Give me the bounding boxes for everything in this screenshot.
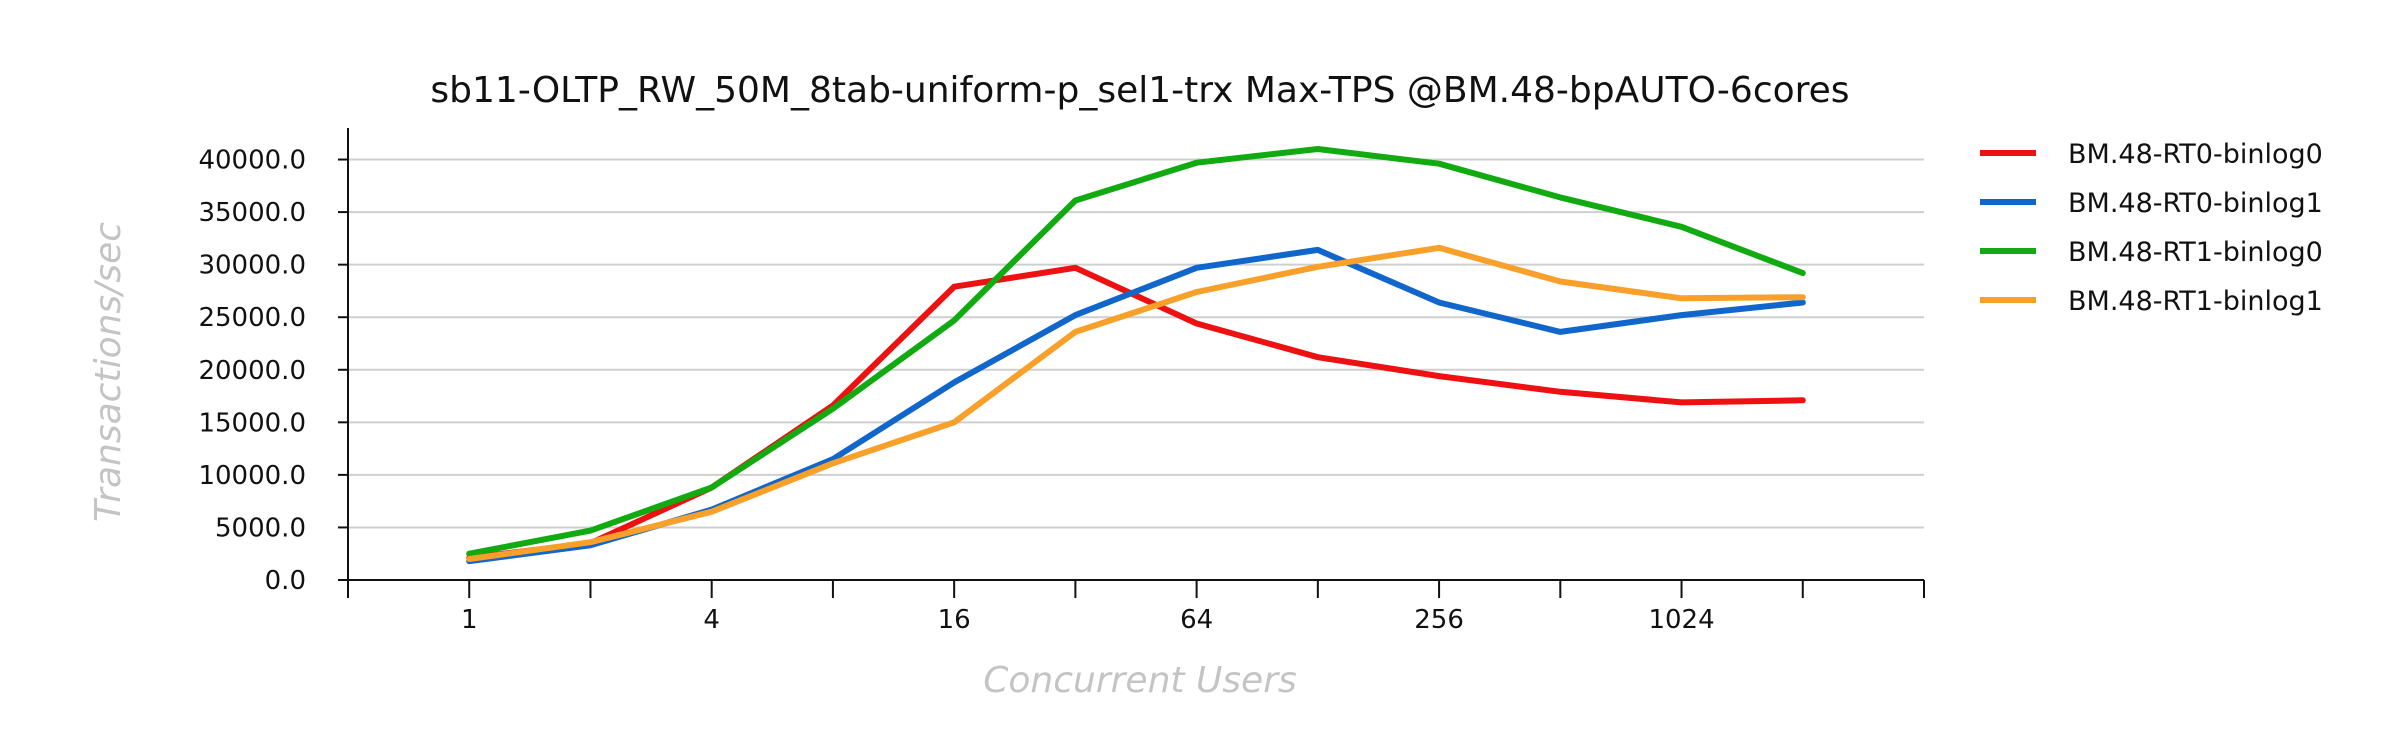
grid-lines: [348, 158, 1924, 529]
y-tick-label: 35000.0: [198, 198, 306, 228]
legend-label: BM.48-RT0-binlog1: [2068, 188, 2323, 219]
series-lines: [466, 146, 1806, 565]
y-tick-label: 40000.0: [198, 146, 306, 176]
x-tick-label: 1: [461, 605, 478, 635]
x-tick-label: 16: [938, 605, 971, 635]
legend-label: BM.48-RT1-binlog1: [2068, 286, 2323, 317]
series-line: [466, 244, 1806, 562]
y-tick-label: 20000.0: [198, 356, 306, 386]
x-tick-label: 4: [703, 605, 720, 635]
x-tick-label: 256: [1414, 605, 1464, 635]
x-axis-title: Concurrent Users: [983, 660, 1297, 701]
y-tick-label: 5000.0: [215, 513, 306, 543]
y-tick-label: 25000.0: [198, 303, 306, 333]
y-axis-title: Transactions/sec: [88, 222, 129, 522]
x-tick-label: 1024: [1648, 605, 1714, 635]
x-tick-label: 64: [1180, 605, 1213, 635]
chart-title: sb11-OLTP_RW_50M_8tab-uniform-p_sel1-trx…: [430, 70, 1849, 111]
y-tick-label: 15000.0: [198, 408, 306, 438]
legend-label: BM.48-RT0-binlog0: [2068, 139, 2323, 170]
y-tick-label: 10000.0: [198, 461, 306, 491]
y-tick-label: 30000.0: [198, 251, 306, 281]
y-tick-label: 0.0: [265, 566, 306, 596]
series-line: [466, 146, 1806, 557]
axes: 0.0 5000.0 10000.0 15000.0 20000.0 25000.0 300…: [198, 128, 1925, 635]
legend-label: BM.48-RT1-binlog0: [2068, 237, 2323, 268]
legend: BM.48-RT0-binlog0 BM.48-RT0-binlog1 BM.48-…: [1980, 139, 2323, 317]
